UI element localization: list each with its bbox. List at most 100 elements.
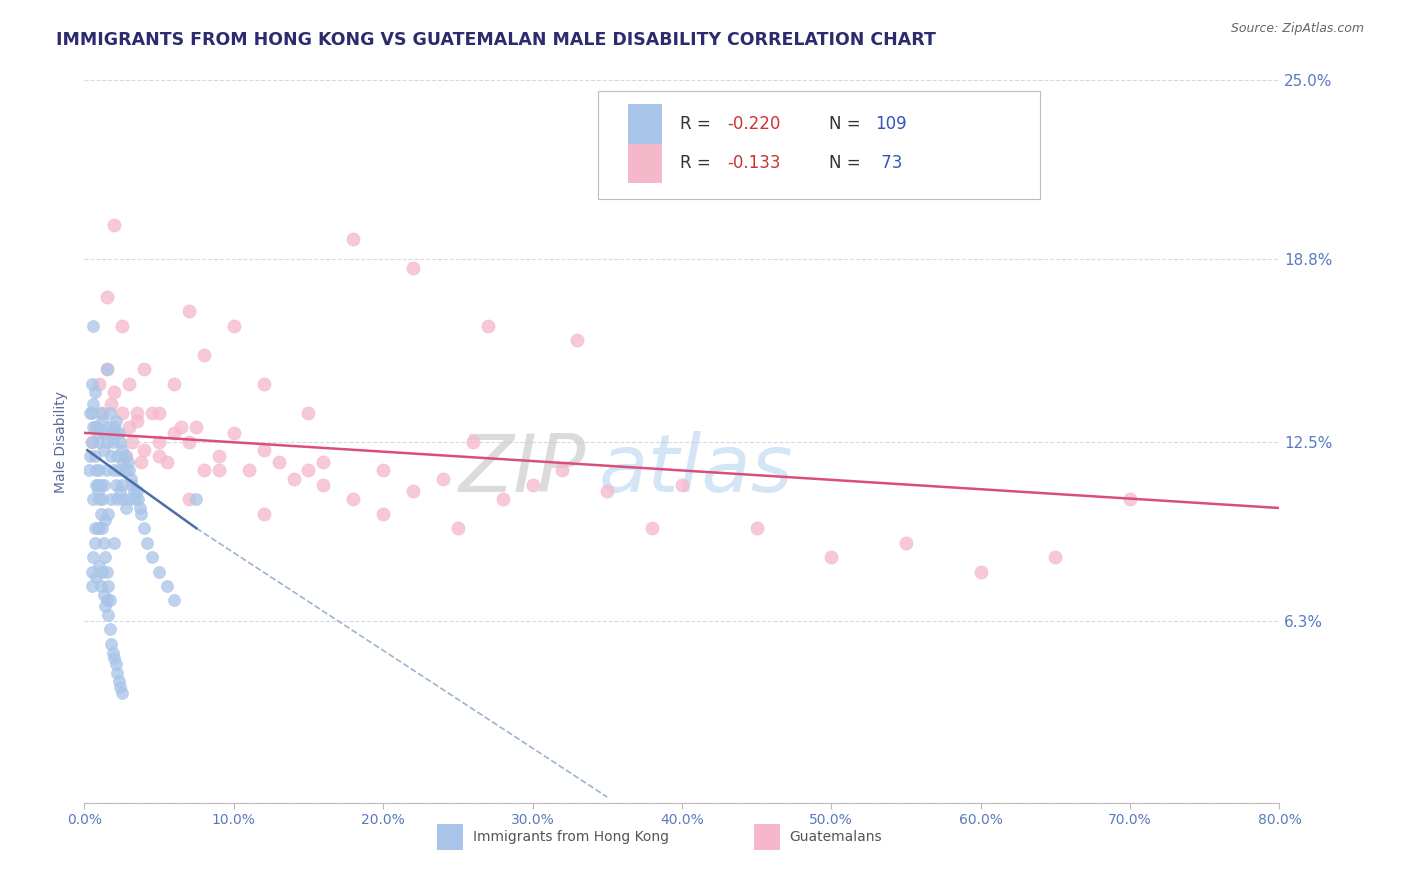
Text: -0.220: -0.220 (727, 115, 780, 133)
Point (97, 420, 120, 434)
Point (132, 443, 156, 458)
Point (82, 420, 104, 434)
Point (98, 593, 121, 607)
Point (97, 607, 120, 622)
Point (402, 483, 425, 498)
Point (111, 318, 134, 333)
Point (193, 463, 215, 477)
Text: 109: 109 (876, 115, 907, 133)
Point (101, 434, 124, 449)
Point (125, 414, 148, 428)
Point (83, 521, 105, 535)
Point (101, 646, 124, 660)
Point (98, 406, 121, 420)
Point (342, 492, 364, 507)
Point (111, 478, 134, 492)
Point (148, 406, 170, 420)
Point (641, 521, 664, 535)
Point (107, 425, 129, 440)
Point (492, 492, 515, 507)
Point (94, 425, 117, 440)
Point (97, 579, 120, 593)
Point (111, 686, 134, 700)
Point (93, 478, 115, 492)
Point (894, 535, 917, 549)
Point (238, 463, 260, 477)
Point (120, 472, 142, 486)
Point (93, 535, 115, 549)
Point (83, 535, 105, 549)
Point (141, 550, 163, 565)
Point (86, 420, 108, 434)
FancyBboxPatch shape (754, 824, 780, 850)
Text: 73: 73 (876, 154, 901, 172)
Point (105, 425, 128, 440)
Point (87, 478, 110, 492)
Point (141, 406, 163, 420)
Point (551, 463, 574, 477)
Point (432, 472, 454, 486)
Point (111, 443, 134, 458)
Point (100, 397, 122, 411)
Point (89, 376, 111, 391)
Point (148, 449, 170, 463)
Point (117, 455, 139, 469)
Point (91, 414, 114, 428)
Text: R =: R = (679, 115, 716, 133)
Point (80, 434, 103, 449)
Point (402, 261, 425, 276)
Point (100, 637, 122, 651)
Point (136, 535, 159, 549)
Text: N =: N = (830, 154, 866, 172)
Point (83, 385, 105, 400)
Point (103, 385, 125, 400)
Point (110, 434, 132, 449)
Point (79, 449, 101, 463)
Text: N =: N = (830, 115, 866, 133)
Point (193, 348, 215, 362)
Point (114, 449, 136, 463)
Point (177, 492, 200, 507)
Point (86, 570, 108, 584)
Point (105, 449, 128, 463)
Point (222, 425, 245, 440)
Point (127, 492, 149, 507)
Point (121, 434, 143, 449)
Point (105, 492, 128, 507)
Point (107, 674, 129, 689)
Point (312, 478, 335, 492)
Point (96, 593, 118, 607)
Point (90, 478, 112, 492)
Point (112, 492, 135, 507)
Point (96, 463, 118, 477)
FancyBboxPatch shape (628, 144, 662, 183)
Point (118, 463, 141, 477)
Point (177, 434, 200, 449)
Point (104, 478, 127, 492)
FancyBboxPatch shape (437, 824, 463, 850)
Point (104, 657, 127, 671)
Point (170, 420, 193, 434)
Point (132, 521, 156, 535)
FancyBboxPatch shape (628, 103, 662, 144)
Point (89, 558, 111, 573)
Point (118, 376, 141, 391)
Point (283, 472, 305, 486)
Text: atlas: atlas (599, 432, 793, 509)
Point (82, 318, 104, 333)
Point (103, 218, 125, 232)
Point (148, 565, 170, 579)
Point (100, 449, 122, 463)
Point (208, 463, 231, 477)
Point (129, 507, 152, 521)
Point (94, 599, 117, 614)
Point (103, 535, 125, 549)
Y-axis label: Male Disability: Male Disability (55, 391, 69, 492)
Point (89, 492, 111, 507)
Point (90, 507, 112, 521)
Point (80, 565, 103, 579)
Point (148, 434, 170, 449)
FancyBboxPatch shape (599, 91, 1040, 200)
Point (163, 593, 186, 607)
Point (125, 483, 148, 498)
